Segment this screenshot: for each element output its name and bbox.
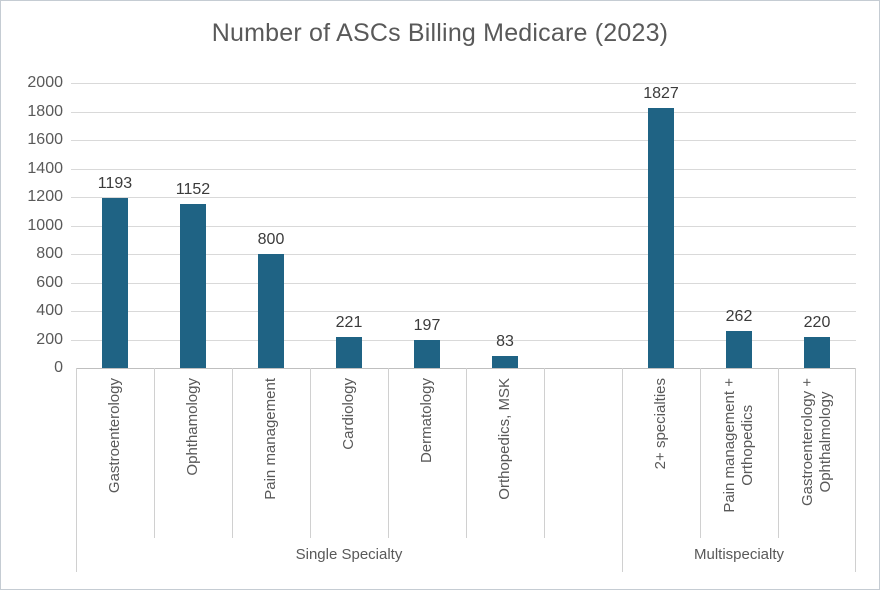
bar-cardiology	[336, 336, 362, 368]
category-divider	[544, 368, 545, 538]
bar-ophthamology	[180, 203, 206, 368]
category-label-dermatology: Dermatology	[388, 368, 466, 538]
bar-value-label: 1152	[175, 180, 211, 198]
y-gridline	[71, 83, 856, 84]
y-axis-tick-label: 1600	[27, 131, 63, 148]
y-axis-tick-label: 2000	[27, 74, 63, 91]
category-label-text: Cardiology	[340, 378, 357, 450]
category-cell: Gastroenterology	[76, 368, 154, 538]
category-divider	[310, 368, 311, 538]
y-axis-tick-label: 1400	[27, 159, 63, 177]
category-label-cardiology: Cardiology	[310, 368, 388, 538]
category-divider	[388, 368, 389, 538]
y-gridline	[71, 111, 856, 113]
category-cell: Pain management	[232, 368, 310, 538]
axis-table-border	[622, 368, 623, 572]
bar-2-specialties	[648, 107, 674, 368]
bar-gastroenterology-ophthalmology	[804, 336, 830, 368]
bar-value-label: 1827	[643, 84, 679, 102]
category-label-2-specialties: 2+ specialties	[622, 368, 700, 538]
bar-value-label: 221	[335, 313, 363, 331]
category-cell: Gastroenterology + Ophthalmology	[778, 368, 856, 538]
category-label-text: Gastroenterology	[106, 378, 123, 494]
group-label-multispecialty: Multispecialty	[693, 546, 785, 563]
y-gridline	[71, 311, 856, 312]
y-axis-tick-label: 400	[36, 302, 63, 319]
y-gridline	[71, 168, 856, 170]
category-label-pain-management-orthopedics: Pain management + Orthopedics	[700, 368, 778, 538]
bar-orthopedics-msk	[492, 356, 518, 368]
y-gridline	[71, 282, 856, 284]
category-cell: Orthopedics, MSK	[466, 368, 544, 538]
category-label-pain-management: Pain management	[232, 368, 310, 538]
bar-gastroenterology	[102, 197, 128, 368]
category-cell: Ophthamology	[154, 368, 232, 538]
bar-pain-management-orthopedics	[726, 330, 752, 368]
axis-table-border	[76, 368, 77, 572]
y-axis-tick-label: 1200	[27, 188, 63, 205]
category-divider	[154, 368, 155, 538]
category-label-text: 2+ specialties	[652, 378, 669, 470]
y-gridline	[71, 197, 856, 198]
category-label-gastroenterology-ophthalmology: Gastroenterology + Ophthalmology	[778, 368, 856, 538]
bar-value-label: 1193	[97, 174, 133, 192]
bar-value-label: 220	[803, 313, 831, 331]
y-axis-tick-label: 0	[54, 359, 63, 376]
category-divider	[232, 368, 233, 538]
bar-value-label: 197	[413, 316, 441, 334]
category-label-ophthamology: Ophthamology	[154, 368, 232, 538]
y-axis-tick-label: 1000	[27, 216, 63, 234]
category-label-text: Orthopedics, MSK	[496, 378, 513, 500]
category-label-text: Gastroenterology + Ophthalmology	[799, 378, 834, 506]
bar-dermatology	[414, 339, 440, 368]
category-label-orthopedics-msk: Orthopedics, MSK	[466, 368, 544, 538]
bar-value-label: 83	[496, 333, 514, 351]
category-divider	[466, 368, 467, 538]
category-cell: Cardiology	[310, 368, 388, 538]
bar-value-label: 800	[257, 231, 285, 248]
y-axis-tick-label: 200	[36, 330, 63, 348]
category-label-text: Pain management + Orthopedics	[721, 378, 756, 513]
bar-value-label: 262	[725, 307, 753, 325]
category-cell: 2+ specialties	[622, 368, 700, 538]
category-cell: Pain management + Orthopedics	[700, 368, 778, 538]
y-axis-tick-label: 800	[36, 245, 63, 262]
bar-pain-management	[258, 254, 284, 368]
category-divider	[700, 368, 701, 538]
category-label-text: Pain management	[262, 378, 279, 500]
category-label-text: Ophthamology	[184, 378, 201, 476]
y-gridline	[71, 225, 856, 227]
group-label-single-specialty: Single Specialty	[295, 546, 403, 563]
y-gridline	[71, 140, 856, 141]
y-axis-tick-label: 1800	[27, 102, 63, 120]
category-divider	[778, 368, 779, 538]
axis-table-border	[855, 368, 856, 572]
y-axis-tick-label: 600	[36, 273, 63, 291]
chart-title: Number of ASCs Billing Medicare (2023)	[211, 19, 669, 47]
y-gridline	[71, 339, 856, 341]
category-cell: Dermatology	[388, 368, 466, 538]
y-gridline	[71, 254, 856, 255]
category-label-gastroenterology: Gastroenterology	[76, 368, 154, 538]
category-label-text: Dermatology	[418, 378, 435, 464]
